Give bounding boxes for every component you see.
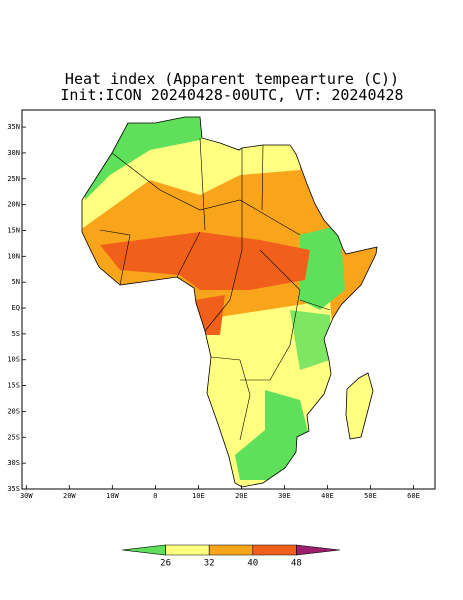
field-sahel-hot <box>100 232 310 290</box>
y-tick-label: 35N <box>7 123 20 131</box>
y-tick-label: 35S <box>7 485 20 493</box>
africa-coastline <box>81 116 378 488</box>
y-tick-label: 25S <box>7 433 20 441</box>
x-tick-label: 40E <box>321 492 334 500</box>
x-tick-label: 20W <box>63 492 76 500</box>
x-tick-label: 30E <box>278 492 291 500</box>
y-tick-label: 10S <box>7 356 20 364</box>
x-tick-label: 60E <box>407 492 420 500</box>
x-tick-label: 50E <box>364 492 377 500</box>
colorbar-segment <box>296 544 341 556</box>
y-tick-label: 25N <box>7 175 20 183</box>
y-tick-label: 15N <box>7 226 20 234</box>
y-tick-label: 15S <box>7 382 20 390</box>
map-title: Heat index (Apparent tempearture (C)) <box>65 70 399 88</box>
colorbar-segment <box>165 544 210 556</box>
y-tick-label: 30S <box>7 459 20 467</box>
colorbar-label: 40 <box>247 559 258 569</box>
colorbar-label: 32 <box>204 559 215 569</box>
y-tick-label: 20N <box>7 201 20 209</box>
field-ethiopia-cool <box>300 225 345 310</box>
colorbar-label: 48 <box>291 559 302 569</box>
y-tick-label: EQ <box>12 304 20 312</box>
y-tick-label: 10N <box>7 252 20 260</box>
field-south-cool <box>235 390 310 480</box>
x-tick-label: 20E <box>235 492 248 500</box>
map-subtitle: Init:ICON 20240428-00UTC, VT: 20240428 <box>60 86 403 104</box>
x-tick-label: 10W <box>106 492 119 500</box>
madagascar <box>345 372 374 440</box>
x-tick-label: 30W <box>20 492 33 500</box>
colorbar-segment <box>208 544 254 556</box>
x-tick-label: 10E <box>192 492 205 500</box>
x-tick-label: 0 <box>153 492 157 500</box>
y-tick-label: 30N <box>7 149 20 157</box>
colorbar-segment <box>121 544 166 556</box>
y-tick-label: 5N <box>12 278 20 286</box>
colorbar: 26 32 40 48 <box>121 544 341 569</box>
colorbar-label: 26 <box>160 559 171 569</box>
field-eastafrica-cool <box>290 310 330 370</box>
borders <box>99 137 331 441</box>
y-tick-label: 20S <box>7 407 20 415</box>
y-tick-label: 5S <box>12 330 20 338</box>
colorbar-segment <box>252 544 297 556</box>
